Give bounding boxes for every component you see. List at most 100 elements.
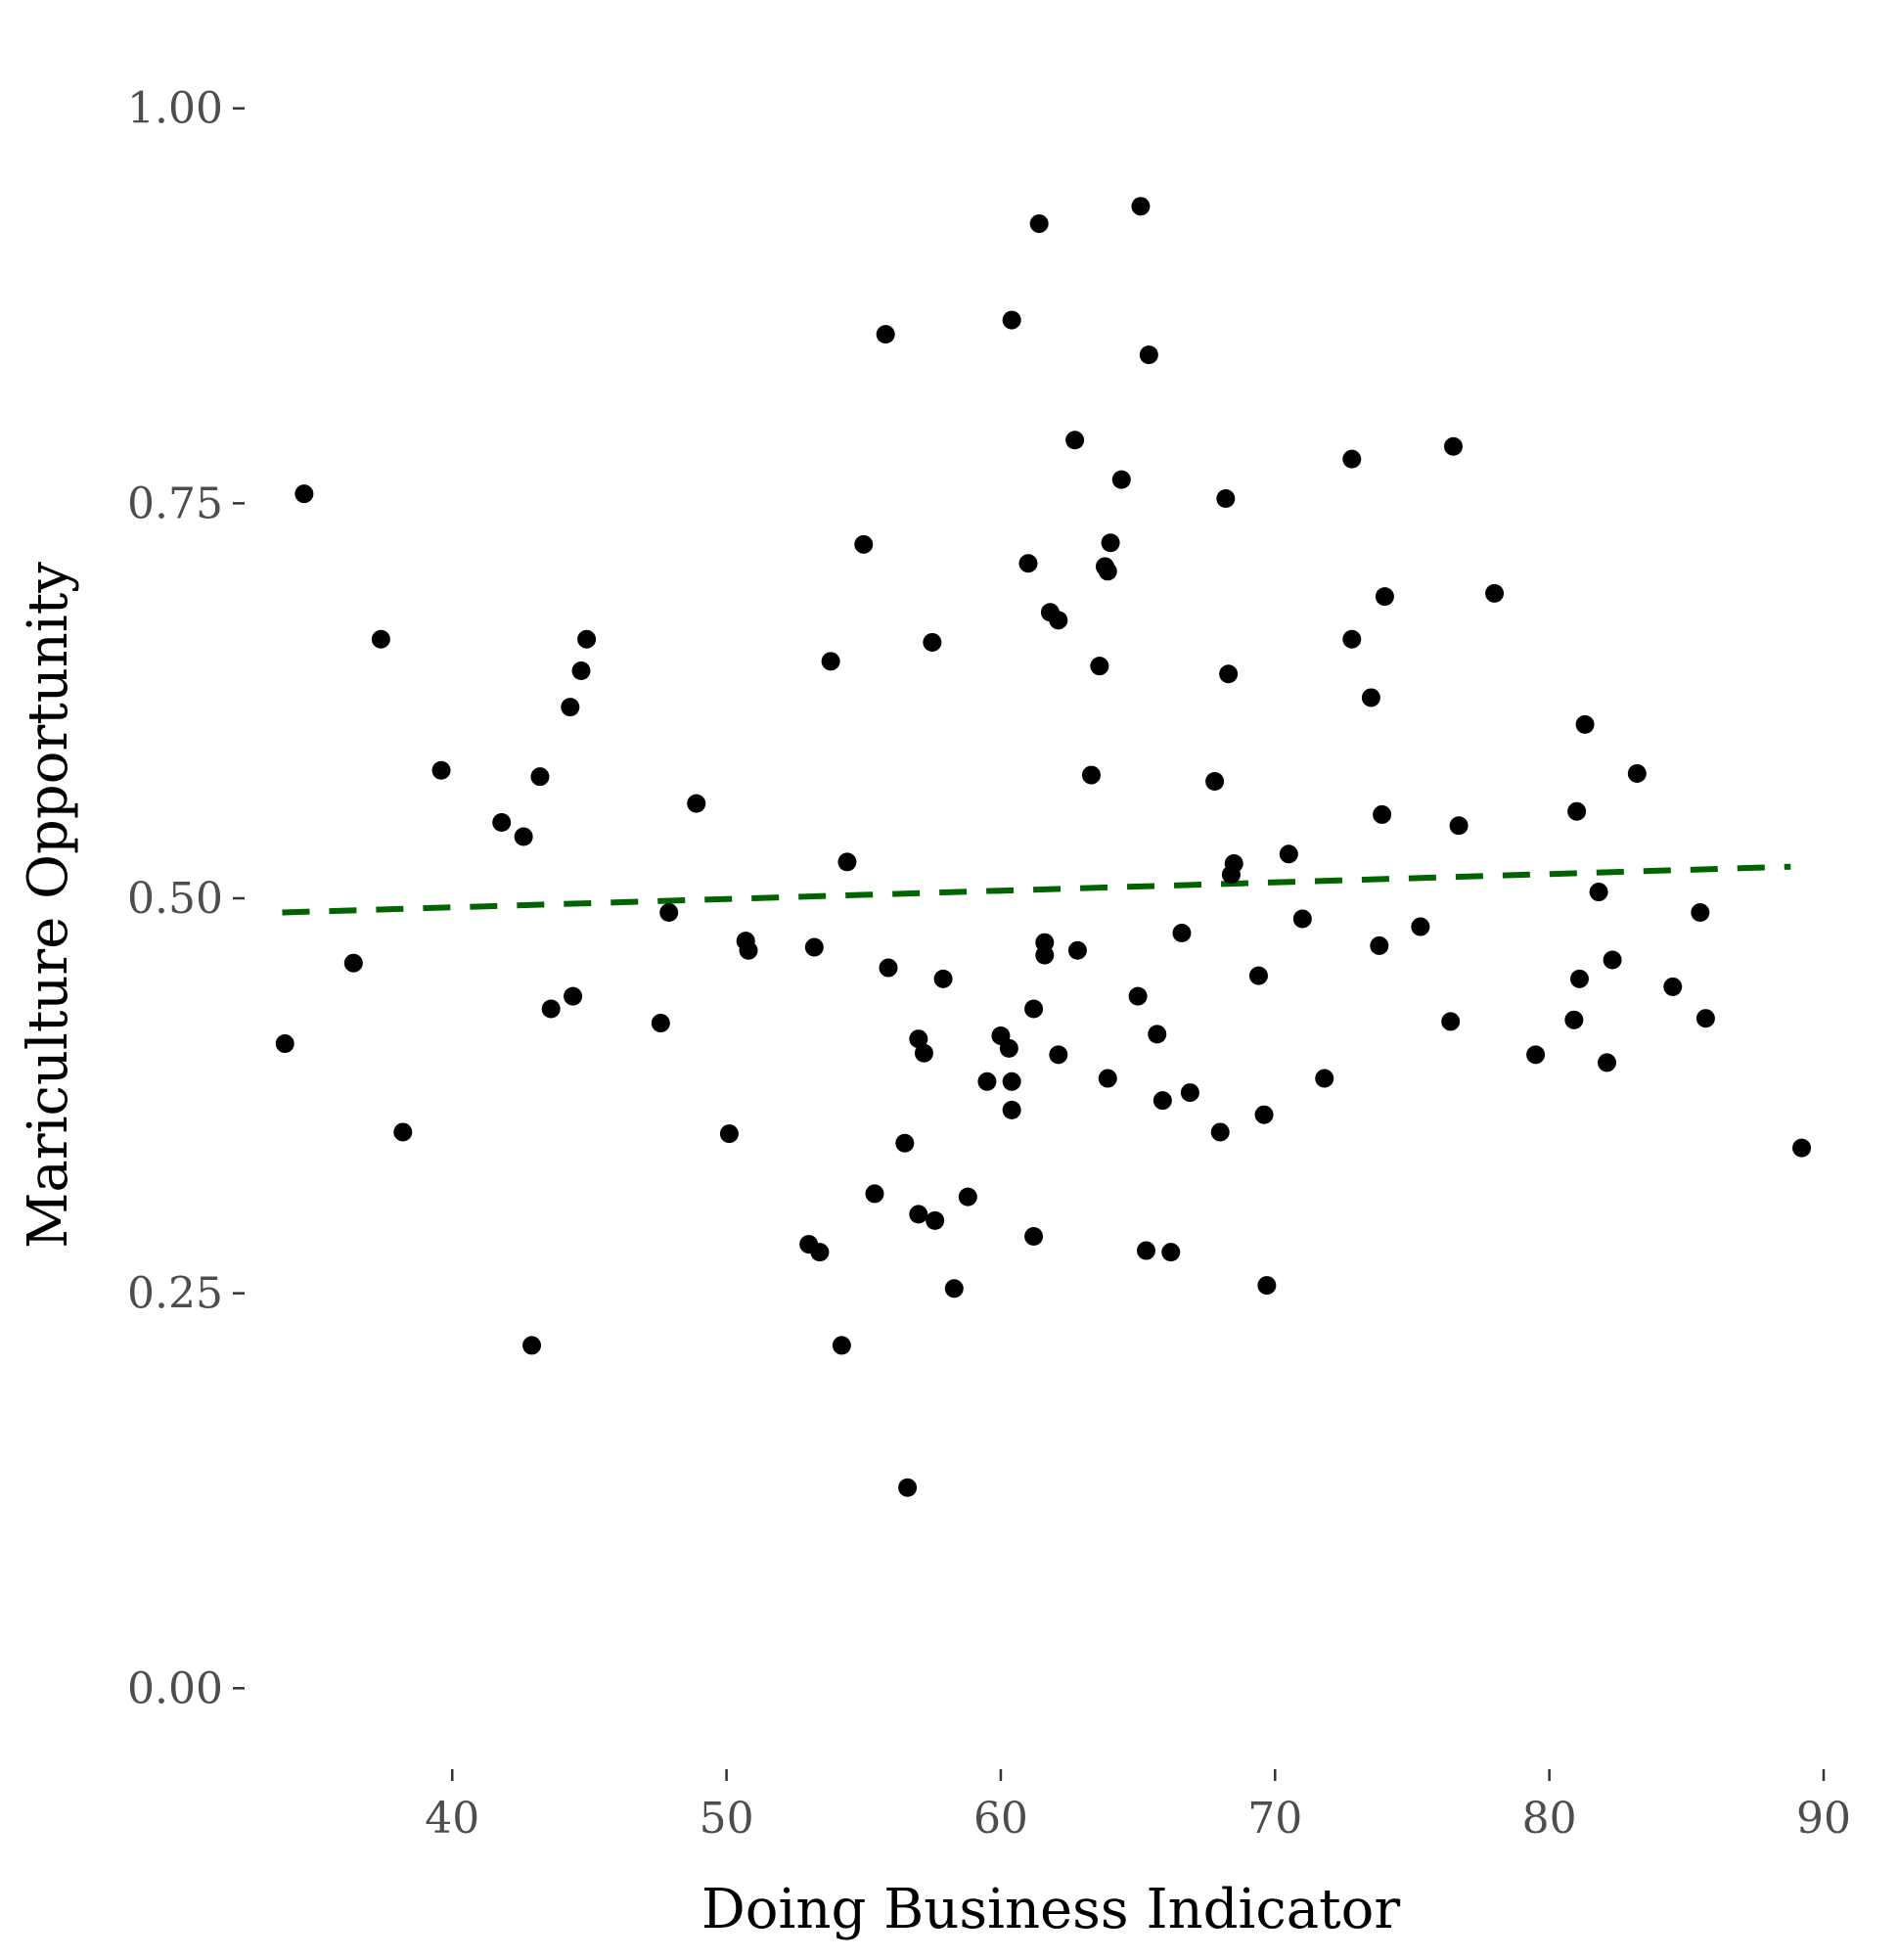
data-point [1180,1083,1199,1103]
data-point [1691,903,1710,923]
data-point [739,940,758,960]
data-point [1315,1069,1334,1088]
data-point [371,629,390,649]
data-point [1090,657,1109,676]
data-point [1002,1071,1021,1091]
data-point [431,760,451,780]
data-point [1373,804,1392,824]
data-point [1131,197,1151,216]
trend-line-layer [282,863,1791,916]
data-points [275,197,1812,1497]
data-point [1205,772,1225,792]
data-point [1485,583,1505,603]
data-point [1172,924,1192,943]
x-axis-title: Doing Business Indicator [701,1878,1401,1941]
data-point [294,484,314,504]
x-tick-label: 70 [1247,1794,1302,1844]
y-axis: 0.00 0.25 0.50 0.75 1.00 [127,84,245,1713]
data-point [1024,999,1044,1019]
data-point [944,1279,964,1299]
data-point [1111,470,1131,489]
data-point [1792,1138,1812,1158]
data-point [1210,1122,1230,1142]
y-axis-title: Mariculture Opportunity [17,562,80,1249]
data-point [1049,611,1068,630]
data-point [1444,436,1464,456]
data-point [1575,714,1595,734]
data-point [687,794,706,813]
data-point [393,1122,413,1142]
x-tick-label: 60 [973,1794,1028,1844]
data-point [651,1014,670,1033]
trend-line [282,863,1791,916]
data-point [914,1043,933,1063]
data-point [1049,1045,1068,1065]
data-point [1589,883,1608,902]
data-point [514,827,533,846]
data-point [1024,1227,1044,1247]
data-point [1695,1009,1715,1028]
data-point [275,1034,294,1054]
data-point [1216,489,1236,509]
data-point [977,1071,997,1091]
data-point [659,903,679,923]
data-point [1569,969,1589,988]
data-point [1254,1105,1274,1124]
data-point [1065,431,1085,450]
data-point [1002,310,1021,330]
data-point [865,1184,884,1204]
x-axis: 40 50 60 70 80 90 [425,1769,1851,1844]
data-point [1603,950,1622,970]
data-point [898,1478,918,1497]
data-point [879,958,898,978]
data-point [876,325,895,344]
data-point [1370,935,1389,955]
data-point [1002,1100,1021,1119]
x-tick-label: 80 [1522,1794,1577,1844]
data-point [1098,1069,1117,1088]
data-point [561,698,580,717]
data-point [1128,986,1148,1006]
data-point [1148,1025,1167,1044]
data-point [1248,966,1268,985]
data-point [522,1336,542,1355]
data-point [1292,909,1312,929]
data-point [343,953,363,973]
data-point [999,1038,1018,1058]
x-tick-label: 50 [700,1794,754,1844]
data-point [1526,1045,1546,1065]
data-point [1375,587,1394,607]
data-point [804,937,824,957]
y-tick-label: 0.75 [127,479,223,528]
data-point [1597,1053,1616,1072]
data-point [854,534,874,554]
data-point [1161,1243,1181,1262]
data-point [821,652,840,671]
data-point [1081,765,1101,785]
data-point [530,767,550,787]
data-point [1257,1276,1277,1296]
data-point [1219,664,1239,684]
y-tick-label: 0.00 [127,1664,223,1713]
data-point [1035,945,1055,965]
data-point [1029,214,1049,234]
data-point [810,1243,830,1262]
y-tick-label: 0.25 [127,1269,223,1319]
data-point [1137,1241,1156,1260]
data-point [541,999,561,1019]
data-point [1152,1091,1172,1111]
data-point [1567,801,1587,821]
x-tick-label: 90 [1796,1794,1851,1844]
data-point [923,632,942,652]
data-point [1224,853,1243,873]
data-point [1139,345,1158,365]
data-point [1342,629,1362,649]
data-point [577,629,597,649]
y-tick-label: 0.50 [127,874,223,924]
data-point [1663,977,1683,996]
data-point [1411,917,1430,936]
data-point [933,969,953,988]
data-point [1342,449,1362,469]
data-point [492,813,512,833]
